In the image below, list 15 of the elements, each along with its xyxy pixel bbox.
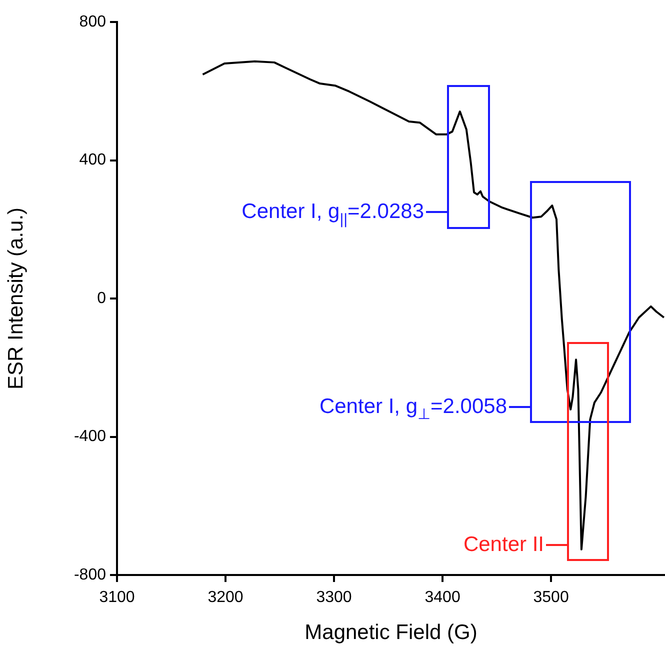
x-tick-label: 3100	[99, 589, 135, 606]
x-tick-label: 3300	[316, 589, 352, 606]
y-tick-label: 800	[79, 13, 106, 30]
annotation: Center I, g⊥=2.0058	[319, 394, 508, 424]
y-tick-label: -800	[74, 566, 106, 584]
y-tick-label: 0	[97, 290, 106, 307]
y-tick-label: -400	[74, 428, 106, 446]
y-tick-label: 400	[79, 152, 106, 169]
x-tick-label: 3200	[208, 589, 244, 606]
x-tick-label: 3400	[424, 589, 460, 606]
annotation: Center II	[463, 532, 544, 556]
x-tick-label: 3500	[533, 589, 569, 606]
y-axis-title: ESR Intensity (a.u.)	[4, 207, 28, 390]
annotation: Center I, g||=2.0283	[242, 200, 424, 228]
x-axis-title: Magnetic Field (G)	[304, 621, 478, 644]
